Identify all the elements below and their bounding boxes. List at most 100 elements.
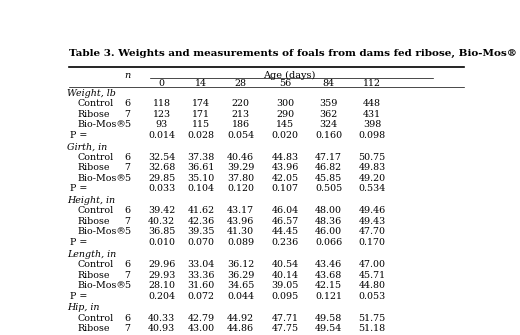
Text: 47.75: 47.75 bbox=[271, 324, 298, 333]
Text: 41.30: 41.30 bbox=[227, 227, 254, 237]
Text: 44.92: 44.92 bbox=[227, 314, 254, 323]
Text: 6: 6 bbox=[124, 260, 131, 269]
Text: Control: Control bbox=[77, 99, 113, 108]
Text: 0.044: 0.044 bbox=[227, 292, 254, 300]
Text: 0.107: 0.107 bbox=[271, 184, 298, 193]
Text: 0.121: 0.121 bbox=[315, 292, 342, 300]
Text: 32.54: 32.54 bbox=[148, 153, 175, 162]
Text: 40.46: 40.46 bbox=[227, 153, 254, 162]
Text: 0.236: 0.236 bbox=[271, 238, 298, 247]
Text: 47.70: 47.70 bbox=[359, 227, 386, 237]
Text: 0.104: 0.104 bbox=[188, 184, 215, 193]
Text: 5: 5 bbox=[124, 227, 131, 237]
Text: 0.066: 0.066 bbox=[315, 238, 342, 247]
Text: 49.83: 49.83 bbox=[358, 163, 386, 172]
Text: 359: 359 bbox=[319, 99, 338, 108]
Text: Bio-Mos®: Bio-Mos® bbox=[77, 174, 126, 183]
Text: 45.71: 45.71 bbox=[358, 271, 386, 280]
Text: 7: 7 bbox=[124, 163, 131, 172]
Text: 0.170: 0.170 bbox=[359, 238, 386, 247]
Text: 186: 186 bbox=[231, 120, 250, 129]
Text: 220: 220 bbox=[232, 99, 250, 108]
Text: 43.46: 43.46 bbox=[315, 260, 342, 269]
Text: 39.42: 39.42 bbox=[148, 206, 175, 215]
Text: 5: 5 bbox=[124, 281, 131, 290]
Text: 145: 145 bbox=[276, 120, 294, 129]
Text: 47.00: 47.00 bbox=[359, 260, 386, 269]
Text: 34.65: 34.65 bbox=[227, 281, 254, 290]
Text: 37.80: 37.80 bbox=[227, 174, 254, 183]
Text: 174: 174 bbox=[192, 99, 210, 108]
Text: 46.82: 46.82 bbox=[315, 163, 342, 172]
Text: 46.57: 46.57 bbox=[271, 217, 298, 226]
Text: 40.54: 40.54 bbox=[271, 260, 298, 269]
Text: 40.33: 40.33 bbox=[148, 314, 175, 323]
Text: 0: 0 bbox=[159, 79, 165, 88]
Text: Age (days): Age (days) bbox=[263, 71, 315, 80]
Text: n: n bbox=[124, 71, 131, 80]
Text: 43.68: 43.68 bbox=[315, 271, 342, 280]
Text: P =: P = bbox=[70, 131, 87, 140]
Text: 48.36: 48.36 bbox=[315, 217, 342, 226]
Text: 37.38: 37.38 bbox=[188, 153, 215, 162]
Text: 0.070: 0.070 bbox=[188, 238, 215, 247]
Text: 171: 171 bbox=[192, 110, 210, 119]
Text: Hip, in: Hip, in bbox=[67, 303, 99, 312]
Text: 44.83: 44.83 bbox=[271, 153, 298, 162]
Text: 45.85: 45.85 bbox=[315, 174, 342, 183]
Text: 39.29: 39.29 bbox=[227, 163, 254, 172]
Text: 36.85: 36.85 bbox=[148, 227, 175, 237]
Text: 0.160: 0.160 bbox=[315, 131, 342, 140]
Text: 44.80: 44.80 bbox=[359, 281, 386, 290]
Text: Table 3. Weights and measurements of foals from dams fed ribose, Bio-Mos® or no : Table 3. Weights and measurements of foa… bbox=[69, 49, 520, 58]
Text: 7: 7 bbox=[124, 324, 131, 333]
Text: 0.028: 0.028 bbox=[188, 131, 215, 140]
Text: 49.46: 49.46 bbox=[358, 206, 386, 215]
Text: P =: P = bbox=[70, 238, 87, 247]
Text: 42.05: 42.05 bbox=[271, 174, 298, 183]
Text: 43.17: 43.17 bbox=[227, 206, 254, 215]
Text: 398: 398 bbox=[363, 120, 381, 129]
Text: 46.00: 46.00 bbox=[315, 227, 342, 237]
Text: 46.04: 46.04 bbox=[271, 206, 298, 215]
Text: Ribose: Ribose bbox=[77, 163, 110, 172]
Text: 43.96: 43.96 bbox=[271, 163, 298, 172]
Text: 5: 5 bbox=[124, 174, 131, 183]
Text: 47.17: 47.17 bbox=[315, 153, 342, 162]
Text: 40.32: 40.32 bbox=[148, 217, 175, 226]
Text: Control: Control bbox=[77, 260, 113, 269]
Text: Control: Control bbox=[77, 314, 113, 323]
Text: 0.072: 0.072 bbox=[188, 292, 215, 300]
Text: Girth, in: Girth, in bbox=[67, 142, 107, 151]
Text: 6: 6 bbox=[124, 206, 131, 215]
Text: 42.79: 42.79 bbox=[188, 314, 215, 323]
Text: Ribose: Ribose bbox=[77, 271, 110, 280]
Text: 33.04: 33.04 bbox=[188, 260, 215, 269]
Text: 290: 290 bbox=[276, 110, 294, 119]
Text: 7: 7 bbox=[124, 271, 131, 280]
Text: Bio-Mos®: Bio-Mos® bbox=[77, 281, 126, 290]
Text: Ribose: Ribose bbox=[77, 324, 110, 333]
Text: 0.120: 0.120 bbox=[227, 184, 254, 193]
Text: 35.10: 35.10 bbox=[188, 174, 215, 183]
Text: 32.68: 32.68 bbox=[148, 163, 175, 172]
Text: 0.505: 0.505 bbox=[315, 184, 342, 193]
Text: Bio-Mos®: Bio-Mos® bbox=[77, 120, 126, 129]
Text: 40.93: 40.93 bbox=[148, 324, 175, 333]
Text: 324: 324 bbox=[319, 120, 337, 129]
Text: Bio-Mos®: Bio-Mos® bbox=[77, 227, 126, 237]
Text: 115: 115 bbox=[192, 120, 210, 129]
Text: 448: 448 bbox=[363, 99, 381, 108]
Text: 29.85: 29.85 bbox=[148, 174, 175, 183]
Text: 6: 6 bbox=[124, 153, 131, 162]
Text: 5: 5 bbox=[124, 120, 131, 129]
Text: 112: 112 bbox=[363, 79, 381, 88]
Text: 28.10: 28.10 bbox=[148, 281, 175, 290]
Text: 0.054: 0.054 bbox=[227, 131, 254, 140]
Text: 36.12: 36.12 bbox=[227, 260, 254, 269]
Text: Ribose: Ribose bbox=[77, 110, 110, 119]
Text: 14: 14 bbox=[195, 79, 207, 88]
Text: 51.75: 51.75 bbox=[358, 314, 386, 323]
Text: 0.010: 0.010 bbox=[148, 238, 175, 247]
Text: 41.62: 41.62 bbox=[188, 206, 215, 215]
